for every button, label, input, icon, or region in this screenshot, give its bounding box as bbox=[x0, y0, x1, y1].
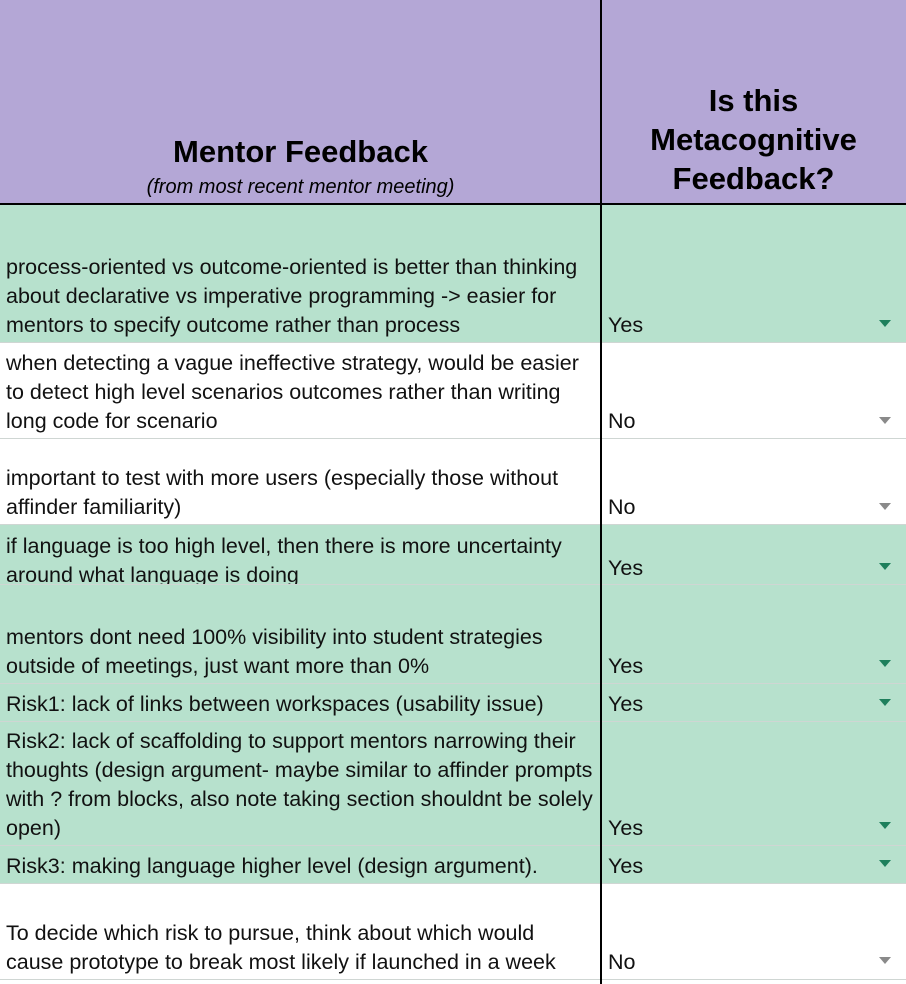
table-row: important to test with more users (espec… bbox=[0, 439, 906, 525]
feedback-cell[interactable]: Risk1: lack of links between workspaces … bbox=[6, 692, 544, 716]
header-title-metacognitive: Is this Metacognitive Feedback? bbox=[601, 81, 906, 198]
feedback-cell[interactable]: process-oriented vs outcome-oriented is … bbox=[6, 255, 578, 337]
metacognitive-dropdown[interactable]: Yes bbox=[608, 556, 644, 580]
chevron-down-icon[interactable] bbox=[879, 957, 891, 964]
table-row: mentors dont need 100% visibility into s… bbox=[0, 585, 906, 684]
metacognitive-dropdown[interactable]: Yes bbox=[608, 854, 644, 878]
feedback-cell[interactable]: Risk2: lack of scaffolding to support me… bbox=[6, 729, 593, 840]
header-cell-metacognitive[interactable]: Is this Metacognitive Feedback? bbox=[601, 0, 906, 204]
chevron-down-icon[interactable] bbox=[879, 563, 891, 570]
table-row: process-oriented vs outcome-oriented is … bbox=[0, 205, 906, 343]
table-row: Risk3: making language higher level (des… bbox=[0, 846, 906, 884]
header-divider bbox=[0, 203, 906, 205]
table-row: To decide which risk to pursue, think ab… bbox=[0, 884, 906, 980]
feedback-cell[interactable]: if language is too high level, then ther… bbox=[6, 534, 562, 585]
table-row: Risk2: lack of scaffolding to support me… bbox=[0, 722, 906, 846]
metacognitive-dropdown[interactable]: Yes bbox=[608, 692, 644, 716]
chevron-down-icon[interactable] bbox=[879, 822, 891, 829]
feedback-cell[interactable]: To decide which risk to pursue, think ab… bbox=[6, 921, 556, 974]
table-row: Risk1: lack of links between workspaces … bbox=[0, 684, 906, 722]
feedback-cell[interactable]: important to test with more users (espec… bbox=[6, 466, 559, 519]
metacognitive-dropdown[interactable]: Yes bbox=[608, 313, 644, 337]
metacognitive-dropdown[interactable]: No bbox=[608, 409, 636, 433]
feedback-cell[interactable]: when detecting a vague ineffective strat… bbox=[6, 351, 579, 433]
table-row: when detecting a vague ineffective strat… bbox=[0, 343, 906, 439]
chevron-down-icon[interactable] bbox=[879, 417, 891, 424]
feedback-cell[interactable]: Risk3: making language higher level (des… bbox=[6, 854, 538, 878]
metacognitive-dropdown[interactable]: Yes bbox=[608, 816, 644, 840]
header-title-line: Feedback? bbox=[672, 161, 835, 196]
column-divider[interactable] bbox=[600, 0, 602, 984]
header-title-mentor-feedback: Mentor Feedback bbox=[173, 134, 428, 169]
table-row: if language is too high level, then ther… bbox=[0, 525, 906, 585]
header-subtitle: (from most recent mentor meeting) bbox=[146, 176, 455, 198]
chevron-down-icon[interactable] bbox=[879, 320, 891, 327]
header-title-line: Metacognitive bbox=[650, 122, 857, 157]
feedback-cell[interactable]: mentors dont need 100% visibility into s… bbox=[6, 625, 543, 678]
metacognitive-dropdown[interactable]: No bbox=[608, 950, 636, 974]
chevron-down-icon[interactable] bbox=[879, 660, 891, 667]
header-title-line: Is this bbox=[708, 83, 799, 118]
metacognitive-dropdown[interactable]: No bbox=[608, 495, 636, 519]
header-cell-mentor-feedback[interactable]: Mentor Feedback (from most recent mentor… bbox=[0, 0, 601, 204]
chevron-down-icon[interactable] bbox=[879, 503, 891, 510]
metacognitive-dropdown[interactable]: Yes bbox=[608, 654, 644, 678]
chevron-down-icon[interactable] bbox=[879, 860, 891, 867]
chevron-down-icon[interactable] bbox=[879, 699, 891, 706]
